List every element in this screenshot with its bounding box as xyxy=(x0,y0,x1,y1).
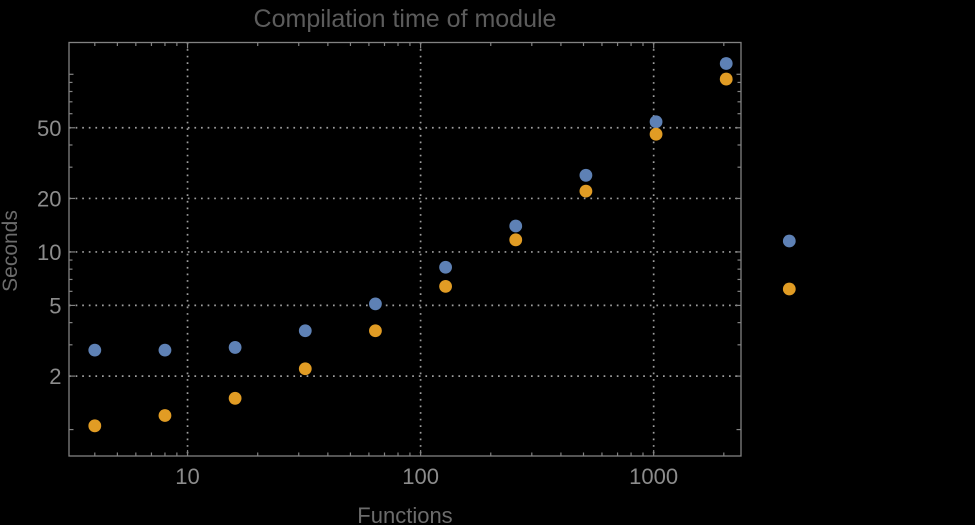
data-point-series-2 xyxy=(88,419,102,433)
data-point-series-2 xyxy=(579,184,593,198)
data-point-series-1 xyxy=(439,260,452,274)
data-point-series-2 xyxy=(439,279,452,293)
data-point-series-1 xyxy=(719,57,733,70)
x-axis-label: Functions xyxy=(357,503,452,525)
plot-frame xyxy=(68,41,742,457)
x-tick-label-100: 100 xyxy=(402,464,439,489)
data-points xyxy=(88,57,733,433)
y-axis-label: Seconds xyxy=(0,210,22,292)
data-point-series-1 xyxy=(158,343,172,357)
y-tick-label-10: 10 xyxy=(37,240,61,265)
frame-ticks xyxy=(69,42,741,456)
data-point-series-2 xyxy=(649,127,663,141)
legend-marker-series-1 xyxy=(782,234,796,248)
data-point-series-2 xyxy=(719,72,733,86)
data-point-series-1 xyxy=(228,341,242,354)
y-tick-label-20: 20 xyxy=(37,186,61,211)
data-point-series-1 xyxy=(649,115,663,129)
data-point-series-1 xyxy=(509,219,523,233)
y-tick-label-50: 50 xyxy=(37,116,61,141)
data-point-series-1 xyxy=(369,297,382,311)
data-point-series-2 xyxy=(158,409,172,422)
x-tick-label-10: 10 xyxy=(175,464,199,489)
y-tick-label-5: 5 xyxy=(49,293,61,318)
x-tick-label-1000: 1000 xyxy=(629,464,678,489)
data-point-series-2 xyxy=(228,391,242,405)
gridlines xyxy=(69,42,741,456)
data-point-series-2 xyxy=(298,362,312,376)
data-point-series-1 xyxy=(579,168,593,182)
legend xyxy=(782,234,796,296)
tick-labels: 10 100 1000 2 5 10 20 50 xyxy=(37,116,678,489)
data-point-series-2 xyxy=(509,233,523,247)
y-tick-label-2: 2 xyxy=(49,364,61,389)
data-point-series-1 xyxy=(298,324,312,338)
chart-title: Compilation time of module xyxy=(254,5,557,33)
data-point-series-2 xyxy=(369,324,382,338)
data-point-series-1 xyxy=(88,343,102,357)
legend-marker-series-2 xyxy=(782,282,796,296)
